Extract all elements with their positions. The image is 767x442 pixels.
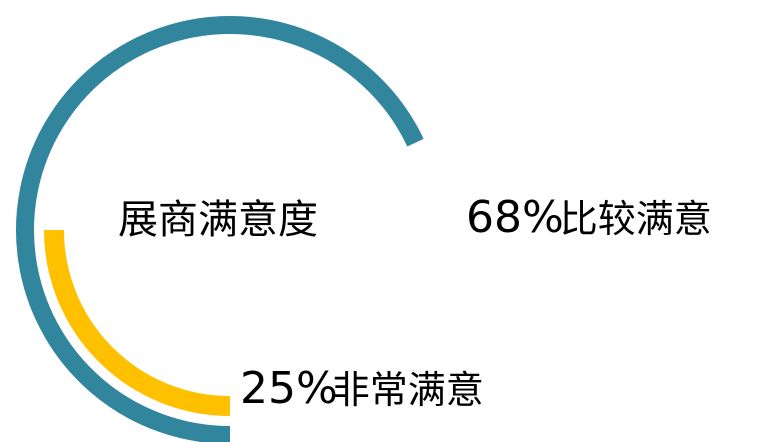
label-feichang-manyi-percent: 25% (240, 363, 338, 414)
ring-arc-feichang-manyi (44, 229, 231, 416)
ring-arc-bijiao-manyi (16, 16, 424, 442)
label-feichang-manyi-text: 非常满意 (332, 368, 484, 412)
label-feichang-manyi: 25%非常满意 (240, 363, 484, 414)
label-bijiao-manyi-text: 比较满意 (560, 197, 712, 241)
chart-title: 展商满意度 (118, 197, 318, 243)
label-bijiao-manyi-percent: 68% (466, 192, 564, 243)
label-bijiao-manyi: 68%比较满意 (466, 192, 712, 243)
